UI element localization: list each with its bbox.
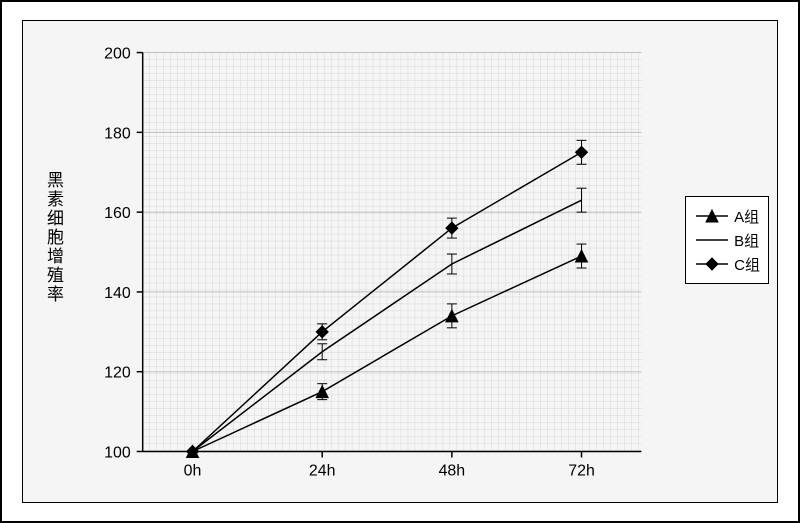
inner-chart-frame: 黑素细胞增殖率 100 120 140 160 180 200 0h 24h 48h 72h A组…	[22, 20, 778, 503]
legend-row: C组	[694, 253, 760, 275]
legend-row: A组	[694, 205, 760, 227]
legend-label: B组	[734, 230, 759, 251]
legend-swatch-icon	[694, 205, 730, 227]
y-tick-label: 200	[104, 46, 131, 63]
x-tick-label: 48h	[439, 462, 466, 479]
line-chart: 100 120 140 160 180 200 0h 24h 48h 72h	[23, 21, 777, 502]
y-tick-label: 100	[104, 444, 131, 461]
legend-label: C组	[734, 254, 760, 275]
y-tick-label: 140	[104, 285, 131, 302]
y-axis-label: 黑素细胞增殖率	[41, 171, 66, 304]
y-tick-label: 180	[104, 125, 131, 142]
outer-figure-frame: 黑素细胞增殖率 100 120 140 160 180 200 0h 24h 48h 72h A组…	[0, 0, 800, 523]
y-tick-label: 160	[104, 205, 131, 222]
legend-row: B组	[694, 229, 760, 251]
x-tick-label: 0h	[184, 462, 202, 479]
x-tick-label: 24h	[309, 462, 336, 479]
legend-swatch-icon	[694, 253, 730, 275]
legend-label: A组	[734, 206, 759, 227]
legend: A组 B组 C组	[685, 196, 769, 284]
legend-swatch-icon	[694, 229, 730, 251]
y-tick-label: 120	[104, 365, 131, 382]
x-tick-label: 72h	[568, 462, 595, 479]
